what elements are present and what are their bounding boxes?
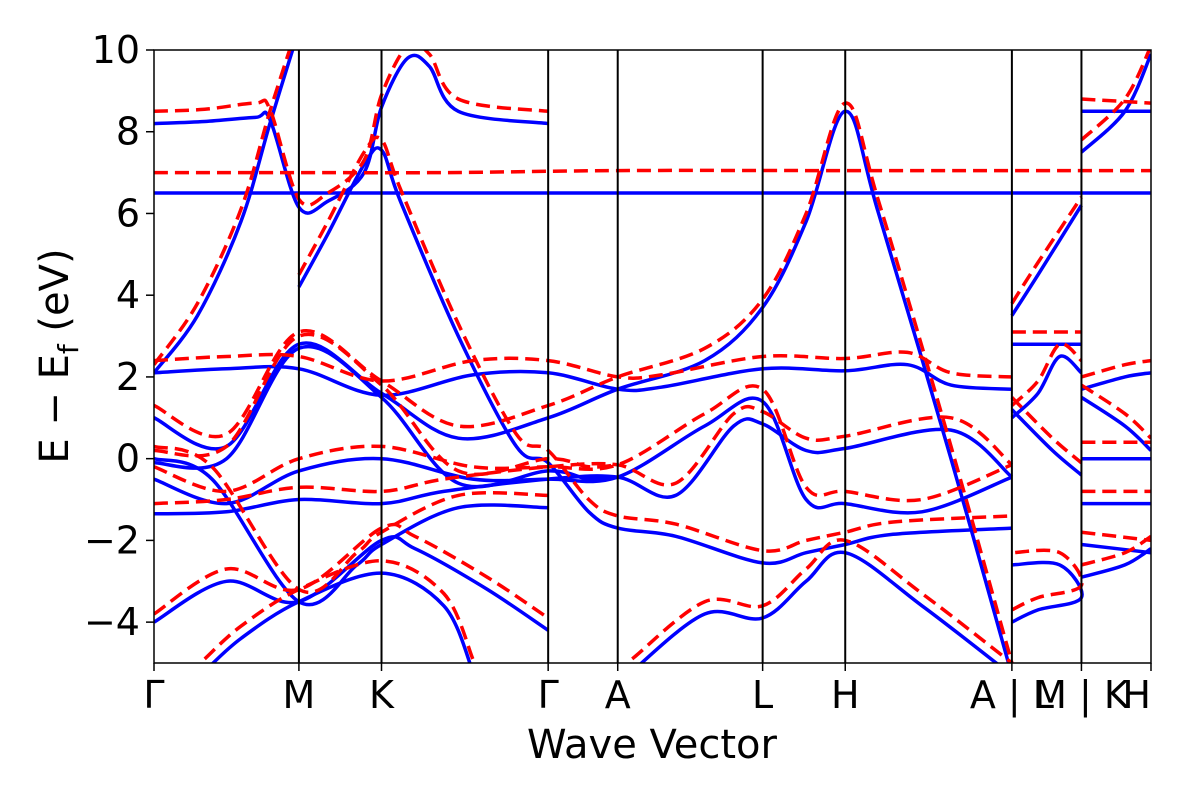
band-line-0-24 [1081,542,1151,555]
y-tick-label-5: 6 [116,191,140,235]
y-axis-label-unit: (eV) [32,248,78,344]
band-line-1-11 [203,559,475,661]
kpoint-lines [297,50,1083,663]
band-line-0-3 [154,50,295,374]
x-tick-label-4: A [605,673,631,717]
y-tick-label-3: 2 [116,355,140,399]
band-line-0-13 [1011,560,1084,624]
band-line-0-14 [1010,354,1083,420]
band-line-1-16 [1010,196,1083,305]
y-axis-label-sub: f [52,343,85,354]
x-tick-label-9: H [1122,673,1151,717]
band-line-1-24 [1081,530,1151,543]
band-line-1-12 [631,538,1013,663]
y-tick-label-1: −2 [84,518,140,562]
bands-layer [154,50,1151,663]
band-line-0-9 [154,344,618,489]
x-tick-label-1: M [283,673,316,717]
x-tick-label-3: Γ [538,673,559,717]
x-axis-label: Wave Vector [527,722,778,768]
band-line-0-21 [1080,395,1151,452]
band-line-1-1 [154,168,1151,175]
x-tick-label-7: A | L [970,673,1054,718]
band-line-1-13 [1011,548,1084,612]
band-line-1-2 [154,350,1013,383]
band-line-0-20 [1080,371,1151,391]
band-line-1-19 [1081,97,1151,105]
band-line-1-8 [154,101,1014,663]
y-tick-label-4: 4 [116,273,140,317]
y-tick-label-2: 0 [116,437,140,481]
band-line-0-16 [1010,204,1083,317]
band-line-0-7 [154,396,1013,515]
band-line-0-17 [1010,408,1083,477]
band-line-0-11 [210,571,472,663]
x-tick-label-2: K [369,673,395,717]
band-line-1-14 [1010,342,1083,407]
band-line-0-25 [1080,547,1151,579]
x-tick-label-5: L [752,673,773,717]
x-tick-label-6: H [831,673,860,717]
band-line-1-20 [1080,358,1151,379]
band-line-0-8 [154,109,1011,663]
band-line-1-10 [154,444,549,594]
band-line-1-5 [154,522,550,620]
y-axis-label-main: E − E [32,354,78,464]
band-line-1-18 [1080,50,1151,142]
band-line-0-5 [154,535,550,632]
band-line-1-21 [1080,383,1151,440]
x-tick-label-8: M | K [1034,673,1130,718]
band-line-0-12 [639,550,1000,663]
y-tick-label-7: 10 [92,28,140,72]
y-axis-label: E − Ef (eV) [32,248,85,463]
band-line-1-25 [1080,534,1151,567]
band-line-0-10 [154,456,549,607]
plot-frame [153,49,1152,664]
y-tick-label-6: 8 [116,110,140,154]
y-axis-ticks: −4 −2 0 2 4 6 8 10 [84,28,154,644]
band-line-1-0 [154,50,549,207]
x-tick-label-0: Γ [143,673,164,717]
band-line-1-6 [154,404,1014,506]
y-tick-label-0: −4 [84,600,140,644]
band-line-1-3 [154,50,292,366]
band-line-1-17 [1010,396,1083,465]
band-line-1-4 [297,135,1012,553]
